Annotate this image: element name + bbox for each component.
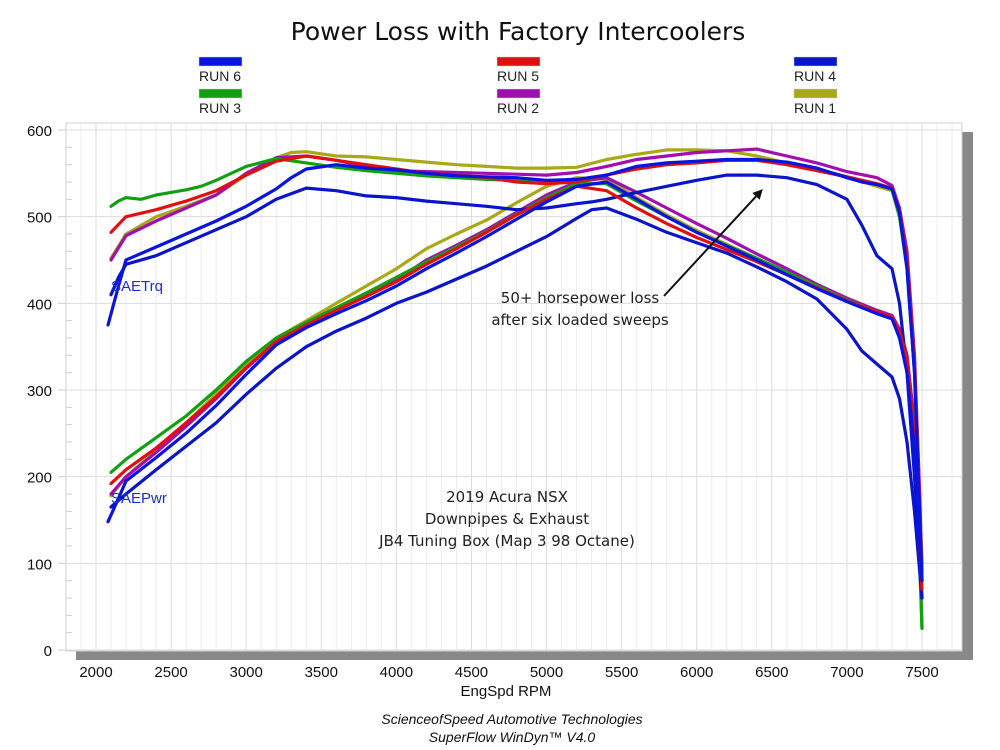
x-tick-label: 3500 <box>305 664 338 681</box>
y-tick-label: 100 <box>27 556 52 573</box>
chart-title: Power Loss with Factory Intercoolers <box>291 17 746 46</box>
legend: RUN 6 RUN 5 RUN 4 RUN 3 RUN 2 RUN 1 <box>198 56 838 116</box>
vehicle-line-3: JB4 Tuning Box (Map 3 98 Octane) <box>378 532 635 550</box>
legend-label: RUN 4 <box>794 68 836 84</box>
legend-label: RUN 5 <box>497 68 539 84</box>
y-tick-label: 0 <box>44 643 52 660</box>
plot-shadow-bottom <box>76 651 973 660</box>
y-tick-label: 200 <box>27 470 52 487</box>
x-tick-label: 7500 <box>905 664 938 681</box>
y-tick-label: 300 <box>27 383 52 400</box>
series-lines <box>106 147 924 630</box>
x-tick-label: 2000 <box>79 664 112 681</box>
x-tick-label: 5500 <box>605 664 638 681</box>
arrow-head-icon <box>752 189 763 200</box>
annotation-hp-loss: 50+ horsepower loss after six loaded swe… <box>491 189 763 329</box>
y-tick-label: 600 <box>27 123 52 140</box>
grid <box>66 124 962 651</box>
annotation-vehicle: 2019 Acura NSX Downpipes & Exhaust JB4 T… <box>378 488 635 550</box>
plot-shadow-right <box>962 132 973 660</box>
x-tick-label: 5000 <box>530 664 563 681</box>
x-tick-label: 4000 <box>380 664 413 681</box>
legend-item: RUN 4 <box>793 56 838 84</box>
legend-item: RUN 6 <box>198 56 243 84</box>
annotation-hp-loss-line-2: after six loaded sweeps <box>491 311 669 329</box>
legend-label: RUN 2 <box>497 100 539 116</box>
legend-swatch <box>793 88 838 99</box>
x-axis-ticks: 2000 2500 3000 3500 4000 4500 5000 5500 6000 6500… <box>79 664 938 681</box>
legend-swatch <box>198 88 243 99</box>
x-tick-label: 7000 <box>830 664 863 681</box>
credit-line-2: SuperFlow WinDyn™ V4.0 <box>429 729 596 745</box>
legend-item: RUN 1 <box>793 88 838 116</box>
legend-item: RUN 2 <box>496 88 541 116</box>
x-tick-label: 3000 <box>229 664 262 681</box>
x-tick-label: 2500 <box>154 664 187 681</box>
legend-swatch <box>198 56 243 67</box>
x-tick-label: 6000 <box>680 664 713 681</box>
series-line-run-6-saetrq <box>106 157 924 583</box>
legend-label: RUN 6 <box>199 68 241 84</box>
legend-label: RUN 3 <box>199 100 241 116</box>
annotation-hp-loss-line-1: 50+ horsepower loss <box>501 289 660 307</box>
vehicle-line-2: Downpipes & Exhaust <box>425 510 589 528</box>
legend-label: RUN 1 <box>794 100 836 116</box>
y-tick-label: 400 <box>27 296 52 313</box>
series-line-run-6-saepwr <box>106 180 924 583</box>
series-line-run-4-saetrq <box>109 173 924 600</box>
legend-item: RUN 3 <box>198 88 243 116</box>
series-label-torque: SAETrq <box>111 278 163 295</box>
y-axis-ticks: 0 100 200 300 400 500 600 <box>27 123 66 660</box>
vehicle-line-1: 2019 Acura NSX <box>446 488 568 506</box>
legend-swatch <box>793 56 838 67</box>
x-tick-label: 6500 <box>755 664 788 681</box>
series-label-power: SAEPwr <box>111 490 167 507</box>
legend-item: RUN 5 <box>496 56 541 84</box>
series-line-run-4-saepwr <box>109 206 924 600</box>
series-line-run-2-saetrq <box>109 147 924 574</box>
annotation-arrow <box>663 195 757 297</box>
x-axis-label: EngSpd RPM <box>461 683 552 700</box>
legend-swatch <box>496 56 541 67</box>
x-tick-label: 4500 <box>455 664 488 681</box>
legend-swatch <box>496 88 541 99</box>
credit-line-1: ScienceofSpeed Automotive Technologies <box>381 711 642 727</box>
y-tick-label: 500 <box>27 210 52 227</box>
